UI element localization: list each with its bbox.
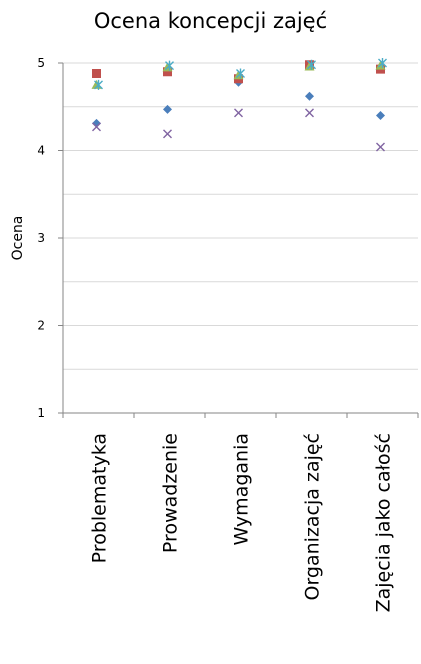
data-point-diamond [163, 104, 172, 114]
data-point-x [163, 129, 172, 139]
y-axis-label: Ocena [10, 216, 26, 261]
x-category-label: Wymagania [231, 433, 253, 546]
data-point-star [378, 58, 387, 68]
y-tick-labels: 1 2 3 4 5 [37, 56, 63, 420]
data-point-diamond [305, 91, 314, 101]
data-point-x [376, 142, 385, 152]
y-tick-label: 5 [37, 56, 45, 70]
data-point-square [92, 69, 101, 78]
data-point-star [236, 68, 245, 79]
data-point-x [92, 122, 101, 132]
data-point-star [165, 60, 174, 71]
data-point-star [94, 79, 103, 90]
data-point-square [163, 67, 172, 77]
data-point-star [307, 59, 316, 70]
x-category-label: Problematyka [89, 433, 111, 563]
data-point-x [305, 108, 314, 118]
y-tick-label: 1 [37, 406, 45, 420]
x-category-label: Prowadzenie [160, 433, 182, 553]
x-category-label: Organizacja zajęć [302, 433, 324, 601]
gridlines [63, 62, 418, 370]
y-tick-label: 3 [37, 231, 45, 245]
y-tick-label: 2 [37, 319, 45, 333]
data-point-diamond [92, 118, 101, 128]
data-point-diamond [376, 111, 385, 120]
x-category-label: Zajęcia jako całość [373, 433, 395, 612]
data-point-x [234, 108, 243, 118]
chart-title: Ocena koncepcji zajęć [93, 9, 328, 33]
data-points [91, 58, 387, 152]
x-category-labels: Problematyka Prowadzenie Wymagania Organiza… [62, 413, 419, 612]
y-tick-label: 4 [37, 144, 45, 158]
